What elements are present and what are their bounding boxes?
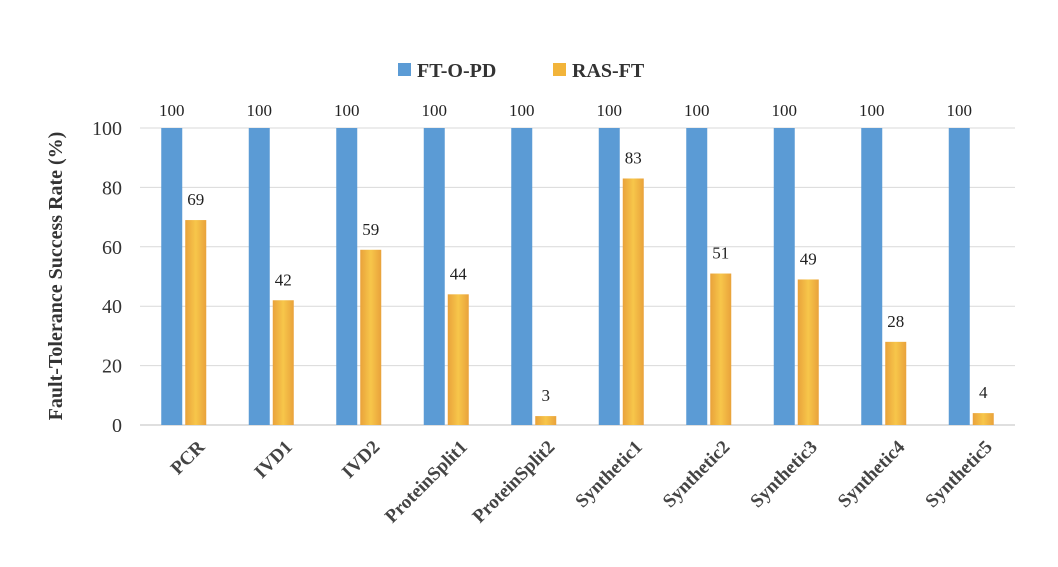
legend-swatch-ras-ft [553,63,566,76]
bar-ft-o-pd-synthetic3 [773,128,795,425]
bar-ras-ft-ivd1 [272,300,294,425]
data-label-ft-o-pd: 100 [859,101,885,120]
x-tick-label: Synthetic1 [571,437,646,512]
data-label-ft-o-pd: 100 [422,101,448,120]
data-label-ras-ft: 59 [362,220,379,239]
x-tick-label: Synthetic2 [659,437,734,512]
data-label-ft-o-pd: 100 [684,101,710,120]
y-tick-label: 40 [102,296,122,318]
x-tick-label: Synthetic5 [921,437,996,512]
legend-label-ras-ft: RAS-FT [572,60,645,82]
bar-ras-ft-ivd2 [360,249,382,425]
bar-ft-o-pd-synthetic4 [861,128,883,425]
bar-ft-o-pd-proteinsplit1 [423,128,445,425]
bar-ft-o-pd-synthetic1 [598,128,620,425]
data-label-ras-ft: 51 [712,244,729,263]
data-label-ft-o-pd: 100 [772,101,798,120]
x-tick-label: ProteinSplit2 [469,437,560,528]
bar-ras-ft-synthetic1 [622,178,644,425]
data-label-ft-o-pd: 100 [247,101,273,120]
data-label-ft-o-pd: 100 [159,101,185,120]
legend-swatch-ft-o-pd [398,63,411,76]
data-label-ft-o-pd: 100 [509,101,535,120]
data-label-ras-ft: 44 [450,264,468,283]
bar-ras-ft-synthetic2 [710,273,732,425]
y-tick-label: 100 [92,118,122,140]
y-axis-title: Fault-Tolerance Success Rate (%) [45,132,67,421]
bar-ft-o-pd-synthetic2 [686,128,708,425]
y-axis: 0 20 40 60 80 100 [92,118,122,437]
bar-ft-o-pd-pcr [161,128,183,425]
bars [161,128,994,425]
bar-ras-ft-synthetic5 [972,413,994,425]
x-tick-label: IVD1 [251,437,297,483]
bar-ras-ft-pcr [185,220,207,425]
data-label-ras-ft: 83 [625,148,642,167]
data-label-ft-o-pd: 100 [947,101,973,120]
y-tick-label: 20 [102,356,122,378]
data-label-ras-ft: 42 [275,270,292,289]
bar-ft-o-pd-ivd2 [336,128,358,425]
bar-ft-o-pd-ivd1 [248,128,270,425]
data-label-ft-o-pd: 100 [597,101,623,120]
legend: FT-O-PD RAS-FT [398,60,645,82]
x-tick-label: Synthetic3 [746,437,821,512]
bar-ft-o-pd-synthetic5 [948,128,970,425]
bar-ft-o-pd-proteinsplit2 [511,128,533,425]
y-tick-label: 80 [102,177,122,199]
y-tick-label: 0 [112,415,122,437]
bar-ras-ft-proteinsplit1 [447,294,469,425]
x-tick-label: ProteinSplit1 [381,437,472,528]
data-labels: 100 69 100 42 100 59 100 44 100 3 100 83 100 51 100 49 1… [159,101,988,405]
bar-ras-ft-proteinsplit2 [535,416,557,425]
grid-lines [140,127,1015,426]
y-tick-label: 60 [102,237,122,259]
data-label-ras-ft: 28 [887,312,904,331]
x-tick-label: PCR [167,436,210,479]
data-label-ft-o-pd: 100 [334,101,360,120]
data-label-ras-ft: 3 [542,386,551,405]
data-label-ras-ft: 69 [187,190,204,209]
data-label-ras-ft: 4 [979,383,988,402]
x-tick-label: IVD2 [338,437,384,483]
legend-label-ft-o-pd: FT-O-PD [417,60,496,82]
bar-ras-ft-synthetic4 [885,341,907,425]
x-tick-label: Synthetic4 [834,436,910,512]
data-label-ras-ft: 49 [800,249,817,268]
bar-ras-ft-synthetic3 [797,279,819,425]
